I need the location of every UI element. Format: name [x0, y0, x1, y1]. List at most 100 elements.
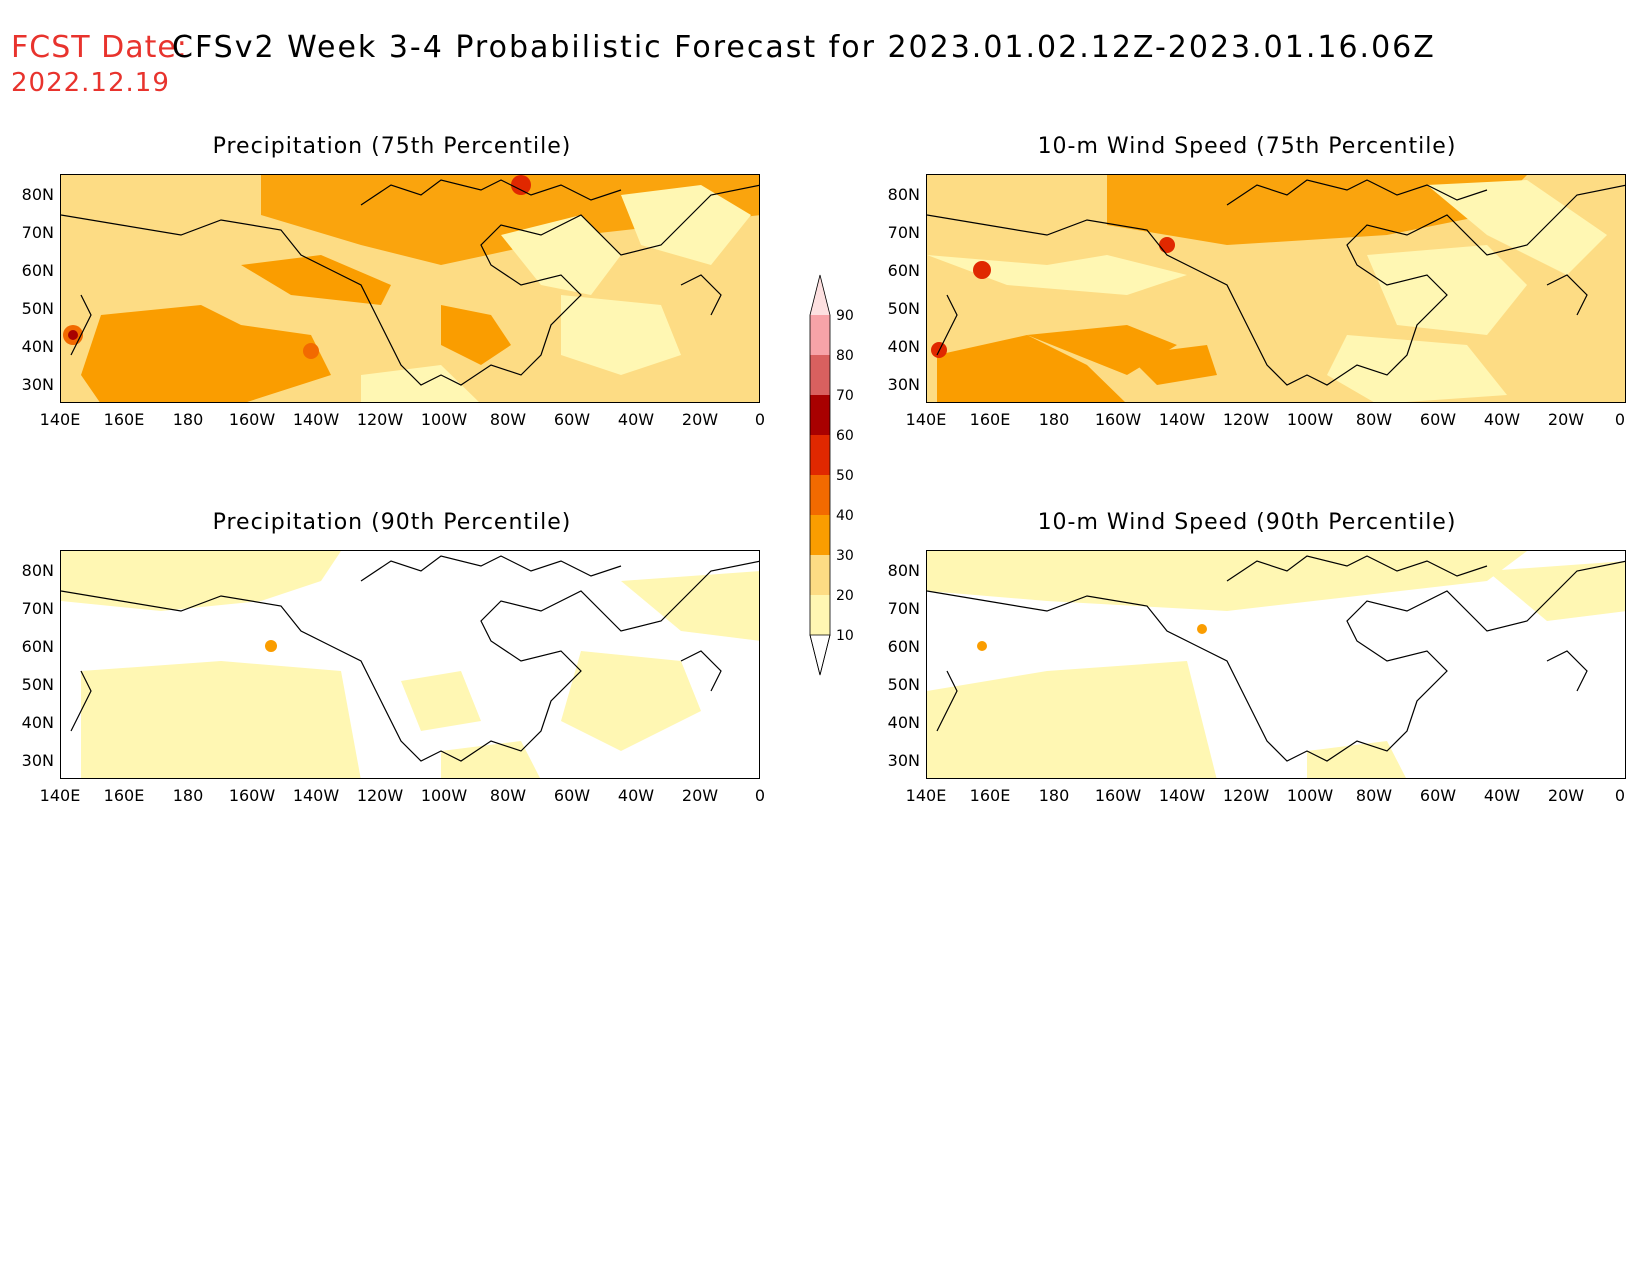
- colorbar-swatches: [809, 274, 831, 676]
- lon-label: 140W: [292, 786, 340, 805]
- lon-label: 20W: [1547, 410, 1585, 429]
- lat-label: 40N: [887, 337, 920, 356]
- colorbar-level: 40: [836, 508, 854, 524]
- lon-label: 60W: [553, 786, 591, 805]
- lat-label: 40N: [887, 713, 920, 732]
- lon-label: 120W: [1222, 786, 1270, 805]
- lon-label: 180: [1038, 410, 1070, 429]
- lon-label: 100W: [1286, 410, 1334, 429]
- lon-label: 20W: [681, 786, 719, 805]
- lat-label: 60N: [887, 261, 920, 280]
- colorbar-level: 80: [836, 348, 854, 364]
- lon-label: 40W: [1483, 410, 1521, 429]
- lon-label: 60W: [1419, 410, 1457, 429]
- colorbar-level: 30: [836, 548, 854, 564]
- colorbar-swatch: [810, 515, 830, 555]
- lat-label: 70N: [21, 599, 54, 618]
- lat-label: 50N: [887, 675, 920, 694]
- lat-label: 50N: [887, 299, 920, 318]
- lon-label: 180: [172, 410, 204, 429]
- lon-label: 160E: [969, 410, 1011, 429]
- map-precip-75: [60, 174, 760, 403]
- lon-label: 100W: [1286, 786, 1334, 805]
- lon-label: 80W: [1355, 786, 1393, 805]
- colorbar-level: 50: [836, 468, 854, 484]
- lon-label: 120W: [356, 410, 404, 429]
- colorbar-level: 60: [836, 428, 854, 444]
- map-precip-90: [60, 550, 760, 779]
- lon-label: 120W: [356, 786, 404, 805]
- lat-label: 60N: [21, 637, 54, 656]
- lon-label: 40W: [617, 786, 655, 805]
- map-wind-90: [926, 550, 1626, 779]
- lon-label: 0: [754, 410, 766, 429]
- lon-label: 140E: [905, 786, 947, 805]
- lon-label: 140E: [905, 410, 947, 429]
- panel-title-wind90: 10-m Wind Speed (90th Percentile): [1037, 510, 1457, 535]
- panel-title-wind75: 10-m Wind Speed (75th Percentile): [1037, 134, 1457, 159]
- lat-label: 70N: [887, 223, 920, 242]
- lat-label: 30N: [887, 751, 920, 770]
- lon-label: 180: [172, 786, 204, 805]
- lon-label: 160W: [228, 410, 276, 429]
- lat-label: 30N: [21, 751, 54, 770]
- lat-label: 50N: [21, 675, 54, 694]
- lon-label: 20W: [1547, 786, 1585, 805]
- lon-label: 140E: [39, 410, 81, 429]
- lat-label: 30N: [887, 375, 920, 394]
- lon-label: 40W: [617, 410, 655, 429]
- lat-label: 80N: [21, 561, 54, 580]
- lon-label: 140E: [39, 786, 81, 805]
- lon-label: 100W: [420, 410, 468, 429]
- lon-label: 100W: [420, 786, 468, 805]
- lon-label: 60W: [1419, 786, 1457, 805]
- lon-label: 140W: [1158, 410, 1206, 429]
- lat-label: 80N: [887, 561, 920, 580]
- forecast-date-value: 2022.12.19: [11, 68, 170, 98]
- panel-title-precip75: Precipitation (75th Percentile): [212, 134, 572, 159]
- lat-label: 60N: [887, 637, 920, 656]
- colorbar-swatch: [810, 475, 830, 515]
- lon-label: 140W: [1158, 786, 1206, 805]
- lon-label: 80W: [489, 410, 527, 429]
- lon-label: 180: [1038, 786, 1070, 805]
- lat-label: 70N: [887, 599, 920, 618]
- lon-label: 160W: [1094, 410, 1142, 429]
- lat-label: 80N: [887, 185, 920, 204]
- lon-label: 60W: [553, 410, 591, 429]
- lat-label: 40N: [21, 713, 54, 732]
- lon-label: 80W: [489, 786, 527, 805]
- colorbar-level: 10: [836, 628, 854, 644]
- colorbar-swatch: [810, 355, 830, 395]
- lat-label: 70N: [21, 223, 54, 242]
- panel-title-precip90: Precipitation (90th Percentile): [212, 510, 572, 535]
- lon-label: 120W: [1222, 410, 1270, 429]
- lon-label: 160W: [1094, 786, 1142, 805]
- lon-label: 20W: [681, 410, 719, 429]
- lat-label: 80N: [21, 185, 54, 204]
- lon-label: 140W: [292, 410, 340, 429]
- lon-label: 0: [1614, 786, 1626, 805]
- colorbar-swatch: [810, 595, 830, 635]
- lon-label: 160E: [103, 786, 145, 805]
- colorbar-swatch: [810, 435, 830, 475]
- lon-label: 160E: [103, 410, 145, 429]
- lon-label: 40W: [1483, 786, 1521, 805]
- colorbar-level: 90: [836, 308, 854, 324]
- lon-label: 160E: [969, 786, 1011, 805]
- lon-label: 0: [754, 786, 766, 805]
- lon-label: 160W: [228, 786, 276, 805]
- forecast-date-label: FCST Date:: [11, 30, 188, 65]
- lon-label: 80W: [1355, 410, 1393, 429]
- lat-label: 40N: [21, 337, 54, 356]
- lat-label: 30N: [21, 375, 54, 394]
- colorbar-swatch: [810, 555, 830, 595]
- colorbar-level: 20: [836, 588, 854, 604]
- colorbar-swatch: [810, 315, 830, 355]
- colorbar-level: 70: [836, 388, 854, 404]
- lat-label: 60N: [21, 261, 54, 280]
- lat-label: 50N: [21, 299, 54, 318]
- colorbar-swatch: [810, 395, 830, 435]
- lon-label: 0: [1614, 410, 1626, 429]
- map-wind-75: [926, 174, 1626, 403]
